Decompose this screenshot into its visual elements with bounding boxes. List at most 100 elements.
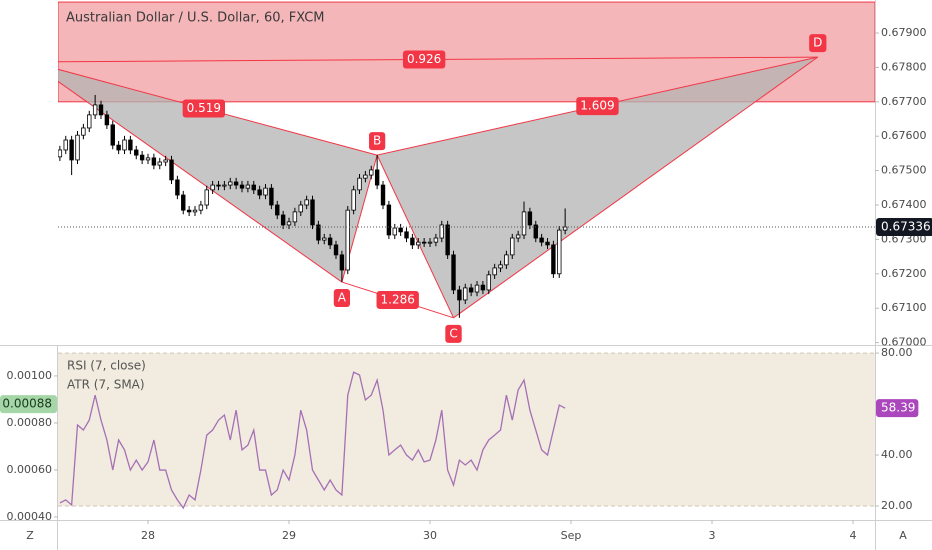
candle-body	[539, 237, 544, 243]
y-tick-label: 0.67700	[881, 95, 927, 108]
x-tick-label: 4	[850, 529, 857, 542]
ratio-label-text: 1.286	[381, 292, 415, 306]
scale-button[interactable]: Z	[26, 529, 34, 542]
ratio-label-text: 0.519	[187, 101, 221, 115]
candle-body	[298, 204, 303, 213]
candle-body	[480, 284, 486, 291]
candle-body	[380, 184, 386, 206]
y-tick-label: 0.67400	[881, 198, 927, 211]
candle-body	[87, 114, 92, 129]
candle-body	[204, 189, 209, 206]
candle-body	[510, 237, 515, 256]
rsi-legend: RSI (7, close)	[67, 359, 146, 373]
candle-body	[81, 127, 86, 136]
pattern-fill	[58, 69, 378, 283]
candle-body	[410, 237, 415, 246]
candle-body	[468, 287, 474, 293]
last-price-label-text: 0.67336	[881, 220, 931, 234]
candle-body	[63, 139, 68, 151]
candle-body	[58, 149, 63, 158]
candle-body	[374, 169, 380, 186]
pattern-leg	[58, 80, 343, 283]
y-tick-label: 0.67800	[881, 60, 927, 73]
candle-body	[386, 204, 392, 236]
ratio-label-text: 0.926	[407, 52, 441, 66]
candle-body	[363, 174, 368, 179]
candle-body	[233, 181, 239, 186]
candle-body	[322, 237, 327, 241]
ratio-label: 0.926	[402, 50, 446, 69]
x-tick-label: Sep	[561, 529, 582, 542]
candle-body	[310, 199, 315, 226]
candle-body	[316, 224, 321, 241]
candle-body	[263, 187, 268, 196]
y-tick-label: 0.67200	[881, 267, 927, 280]
rsi-last-label-text: 58.39	[881, 401, 915, 415]
candle-body	[128, 139, 133, 151]
candle-body	[75, 134, 80, 161]
candle-body	[533, 224, 538, 239]
candle-body	[457, 289, 462, 301]
candle-body	[451, 254, 456, 291]
candle-body	[181, 194, 186, 211]
y-tick-label: 0.67000	[881, 336, 927, 349]
candle-body	[345, 209, 350, 271]
ratio-label-text: 1.609	[580, 99, 614, 113]
candle-body	[186, 209, 192, 213]
point-label-text: D	[813, 36, 822, 50]
y-tick-label: 0.67600	[881, 129, 927, 142]
candle-body	[228, 181, 233, 186]
candle-body	[269, 187, 274, 206]
candle-body	[157, 161, 162, 166]
candle-body	[98, 104, 104, 116]
rsi-last-label: 58.39	[876, 399, 919, 418]
ratio-label-bg	[576, 97, 619, 116]
candle-body	[192, 209, 198, 213]
candle-body	[151, 157, 157, 166]
candle-body	[275, 204, 280, 216]
candle-body	[116, 144, 121, 151]
y2-tick-label: 80.00	[881, 346, 913, 359]
candle-body	[245, 184, 251, 189]
x-tick-label: 3	[709, 529, 716, 542]
candle-body	[351, 189, 356, 211]
point-label-text: B	[373, 134, 381, 148]
candle-body	[439, 224, 444, 239]
price-pane: 0.519 0.926 1.286 1.609 A B C D	[58, 1, 875, 343]
point-label: C	[445, 324, 462, 343]
candle-body	[398, 227, 403, 233]
x-tick-label: 29	[282, 529, 296, 542]
candle-body	[333, 244, 339, 256]
candle-body	[198, 204, 204, 211]
candle-body	[515, 234, 521, 239]
last-price-label-bg	[876, 218, 932, 237]
candle-body	[251, 184, 256, 191]
candle-body	[416, 241, 421, 246]
candle-body	[239, 184, 245, 189]
ratio-label-bg	[182, 99, 226, 118]
indicator-pane	[58, 352, 875, 510]
chart-title: Australian Dollar / U.S. Dollar, 60, FXC…	[66, 11, 324, 26]
ratio-label: 0.519	[182, 99, 226, 118]
candle-body	[110, 124, 115, 146]
candle-body	[545, 241, 550, 246]
candle-body	[463, 287, 468, 301]
y-tick-label: 0.00080	[7, 416, 53, 429]
candle-body	[551, 244, 556, 275]
candle-body	[433, 237, 439, 243]
candle-body	[222, 184, 227, 187]
candle-body	[492, 267, 497, 276]
x-tick-label: 28	[141, 529, 155, 542]
auto-scale-button[interactable]: A	[899, 529, 907, 542]
y-tick-label: 0.00100	[7, 369, 53, 382]
atr-last-label: 0.00088	[0, 395, 57, 414]
candle-body	[122, 139, 127, 151]
candle-body	[292, 211, 298, 223]
candle-body	[216, 184, 221, 187]
candle-body	[557, 229, 562, 275]
candle-body	[210, 184, 215, 191]
rsi-last-label-bg	[876, 399, 919, 418]
rsi-line	[59, 371, 566, 510]
candle-body	[527, 211, 533, 226]
